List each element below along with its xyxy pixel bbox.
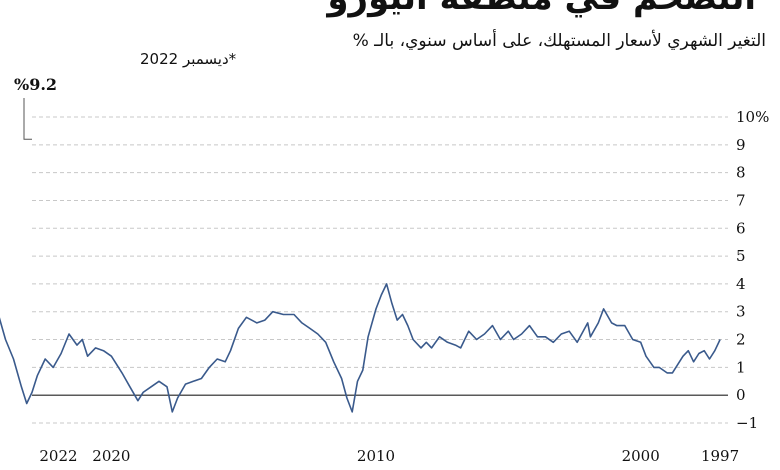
x-axis-ticks: 2022 2020 2010 2000 1997 bbox=[39, 447, 739, 465]
x-tick-label: 2020 bbox=[92, 447, 130, 465]
grid-lines bbox=[32, 116, 728, 424]
chart-subtitle: التغير الشهري لأسعار المستهلك، على أساس … bbox=[352, 31, 766, 51]
x-tick-label: 2010 bbox=[357, 447, 395, 465]
inflation-series-line bbox=[0, 283, 721, 413]
y-tick-label: 1 bbox=[736, 358, 746, 376]
y-tick-label: 4 bbox=[736, 275, 746, 293]
y-tick-label: 5 bbox=[736, 247, 746, 265]
y-axis-ticks: −1 0 1 2 3 4 5 6 7 8 9 10% bbox=[736, 108, 769, 432]
y-tick-label: 8 bbox=[736, 164, 746, 182]
x-tick-label: 1997 bbox=[701, 447, 739, 465]
y-tick-label: 7 bbox=[736, 191, 746, 209]
y-tick-label: 10% bbox=[736, 108, 769, 126]
y-tick-label: 2 bbox=[736, 331, 746, 349]
y-tick-label: 6 bbox=[736, 219, 746, 237]
y-tick-label: 0 bbox=[736, 386, 746, 404]
y-tick-label: 9 bbox=[736, 136, 746, 154]
annotation-bracket bbox=[23, 98, 32, 140]
chart-title-cut: التضخم في منطقة اليورو bbox=[327, 0, 756, 18]
annotation-label: *ديسمبر 2022 bbox=[140, 50, 237, 68]
x-tick-label: 2000 bbox=[622, 447, 660, 465]
x-tick-label: 2022 bbox=[39, 447, 77, 465]
y-tick-label: 3 bbox=[736, 303, 746, 321]
annotation-value: %9.2 bbox=[14, 75, 57, 94]
y-tick-label: −1 bbox=[736, 414, 758, 432]
